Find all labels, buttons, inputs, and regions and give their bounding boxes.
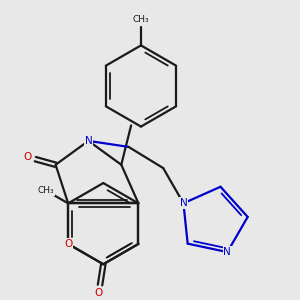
Text: O: O xyxy=(94,288,103,298)
Text: CH₃: CH₃ xyxy=(133,15,149,24)
Text: CH₃: CH₃ xyxy=(38,186,54,195)
Text: O: O xyxy=(64,239,72,249)
Text: N: N xyxy=(180,198,187,208)
Text: N: N xyxy=(224,247,231,257)
Text: O: O xyxy=(23,152,32,162)
Text: N: N xyxy=(85,136,92,146)
